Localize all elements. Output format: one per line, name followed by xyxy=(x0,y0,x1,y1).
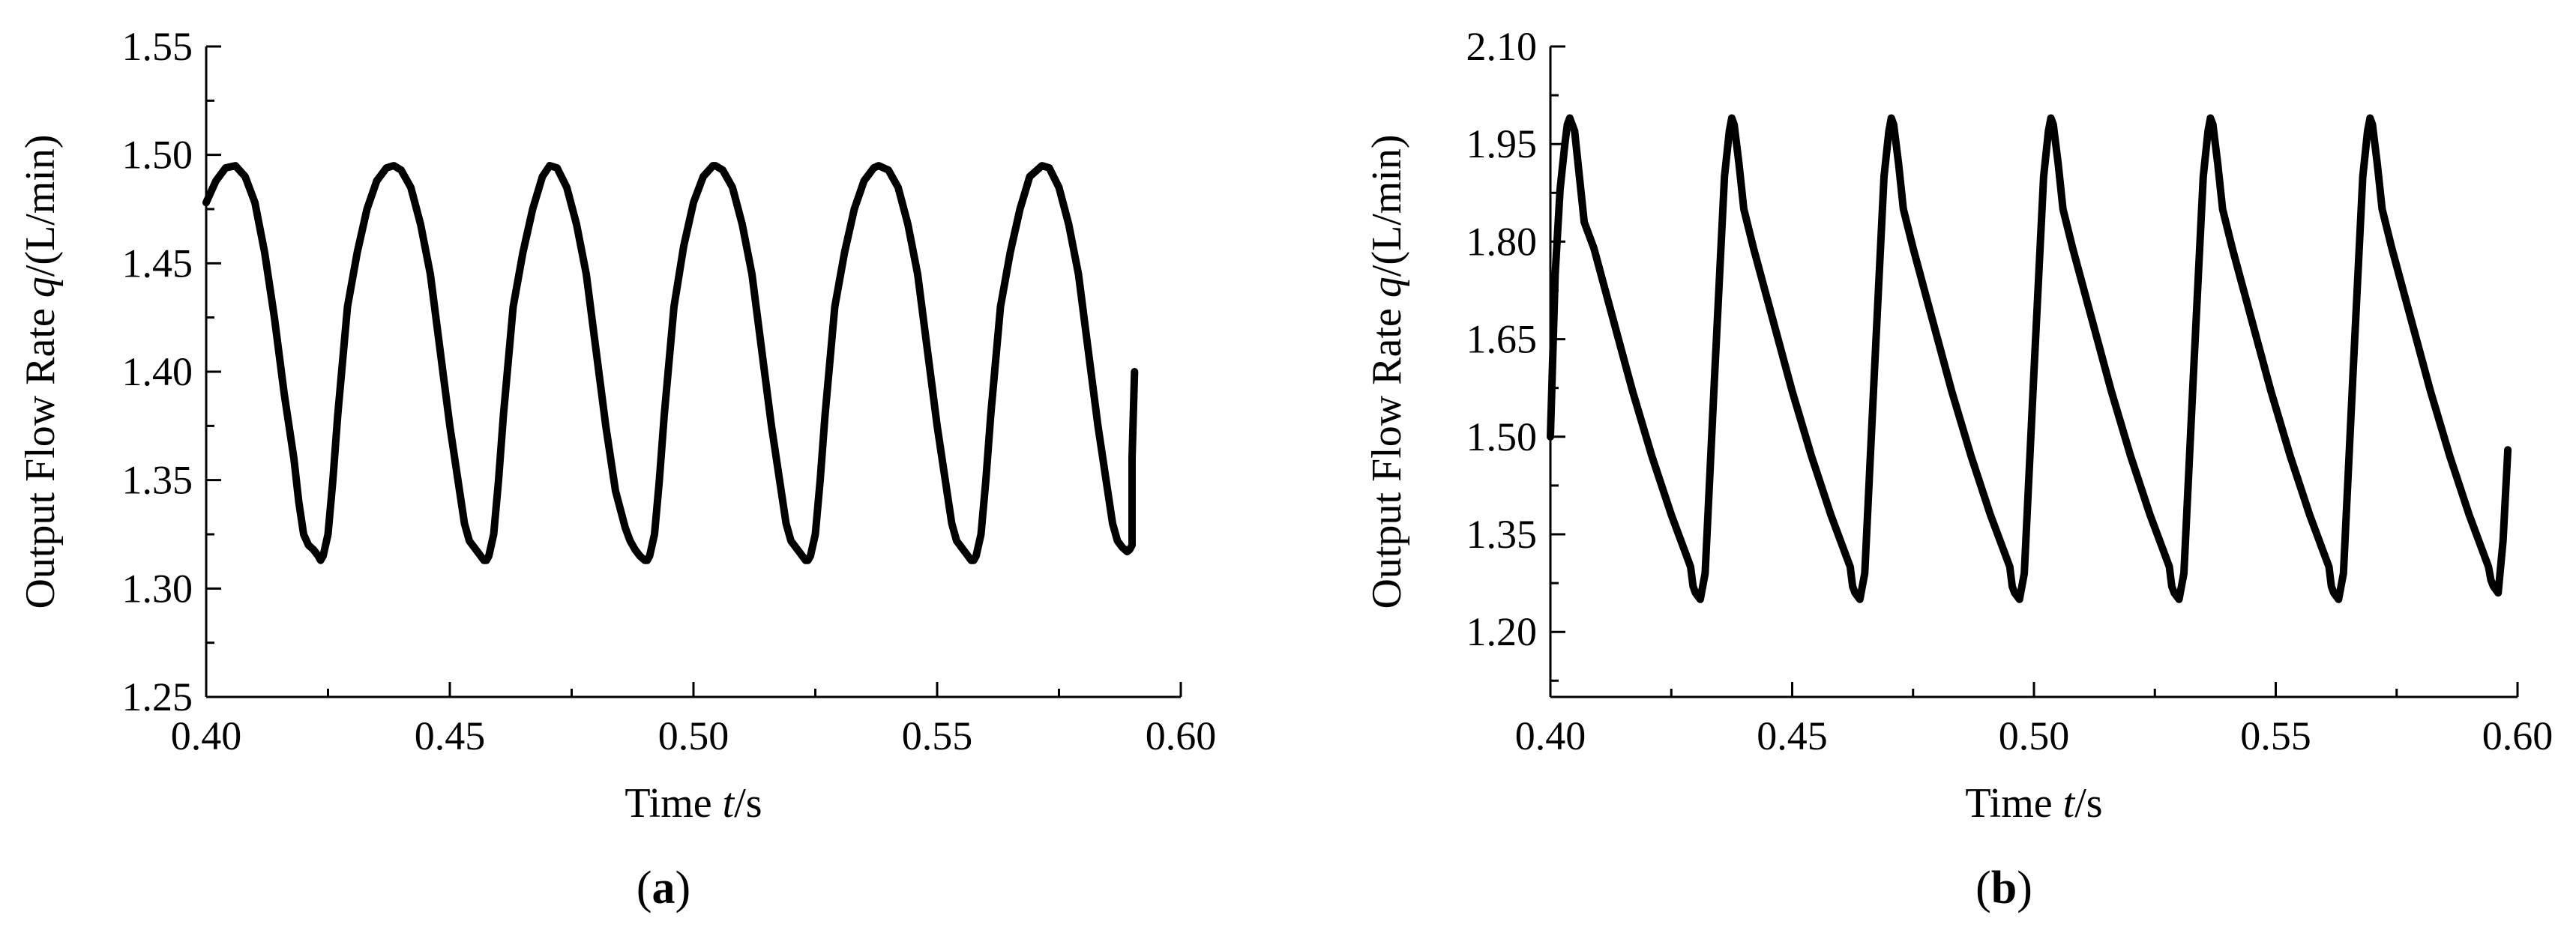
series-line xyxy=(202,162,1139,564)
panel-label: (b) xyxy=(1975,863,2032,914)
y-tick-label: 1.20 xyxy=(1466,609,1538,654)
x-tick-label: 0.60 xyxy=(2482,713,2554,758)
y-tick-label: 2.10 xyxy=(1466,24,1538,69)
x-tick-label: 0.50 xyxy=(1999,713,2070,758)
chart-panel-b: 0.40 0.45 0.50 0.55 0.60 1.20 1.35 1.50 1.65 1.80… xyxy=(1364,24,2553,914)
y-tick-label: 1.35 xyxy=(1466,512,1538,557)
panel-label: (a) xyxy=(637,863,690,914)
x-tick-label: 0.60 xyxy=(1146,713,1217,758)
y-tick-label: 1.55 xyxy=(122,24,193,69)
x-axis-title: Time t/s xyxy=(1965,780,2102,827)
y-tick-label: 1.35 xyxy=(122,458,193,503)
x-tick-label: 0.40 xyxy=(171,713,242,758)
x-axis-title: Time t/s xyxy=(625,780,762,827)
y-axis-title: Output Flow Rate q/(L/min) xyxy=(1364,134,1410,609)
x-tick-label: 0.45 xyxy=(1757,713,1828,758)
x-tick-label: 0.55 xyxy=(902,713,973,758)
y-axis-title: Output Flow Rate q/(L/min) xyxy=(17,134,64,609)
y-tick-label: 1.50 xyxy=(1466,414,1538,459)
y-tick-label: 1.80 xyxy=(1466,219,1538,264)
y-tick-label: 1.95 xyxy=(1466,121,1538,166)
chart-panel-a: 0.40 0.45 0.50 0.55 0.60 1.25 1.30 1.35 1.40 1.45… xyxy=(17,24,1216,914)
x-tick-label: 0.50 xyxy=(658,713,729,758)
y-tick-label: 1.25 xyxy=(122,674,193,719)
series-line xyxy=(1547,114,2512,603)
y-tick-label: 1.50 xyxy=(122,133,193,178)
y-tick-label: 1.65 xyxy=(1466,317,1538,362)
y-tick-label: 1.40 xyxy=(122,349,193,394)
y-tick-label: 1.45 xyxy=(122,241,193,286)
x-tick-label: 0.40 xyxy=(1515,713,1586,758)
x-tick-label: 0.55 xyxy=(2240,713,2311,758)
y-tick-label: 1.30 xyxy=(122,566,193,611)
x-tick-label: 0.45 xyxy=(415,713,486,758)
